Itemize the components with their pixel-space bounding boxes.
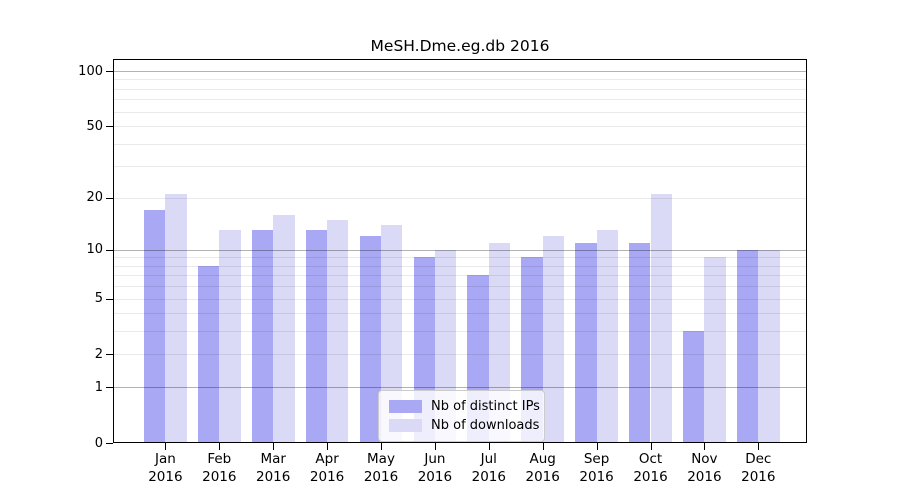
y-tick-mark-0 [106, 443, 113, 444]
gridline-minor-9 [113, 257, 807, 259]
y-tick-mark-100 [106, 71, 113, 73]
y-tick-mark-2 [106, 354, 113, 356]
gridline-minor-50 [113, 126, 807, 128]
y-tick-label-1: 1 [94, 379, 103, 395]
bar-distinct-ips-apr [305, 230, 328, 443]
bar-distinct-ips-mar [251, 230, 274, 443]
bar-distinct-ips-dec [736, 249, 759, 443]
gridline-minor-4 [113, 313, 807, 315]
bar-downloads-aug [542, 236, 565, 443]
legend-item-downloads: Nb of downloads [389, 416, 540, 435]
gridline-minor-70 [113, 99, 807, 101]
bar-distinct-ips-jan [144, 210, 166, 443]
y-tick-label-20: 20 [86, 190, 103, 206]
x-tick-label-feb: Feb 2016 [202, 451, 237, 485]
y-tick-mark-20 [106, 197, 113, 199]
x-tick-label-mar: Mar 2016 [256, 451, 291, 485]
x-tick-label-aug: Aug 2016 [525, 451, 560, 485]
bar-distinct-ips-feb [197, 265, 220, 443]
gridline-minor-40 [113, 143, 807, 145]
y-tick-label-5: 5 [94, 291, 103, 307]
bar-downloads-feb [219, 230, 241, 443]
bar-downloads-may [381, 224, 403, 443]
gridline-minor-60 [113, 111, 807, 113]
x-tick-label-oct: Oct 2016 [633, 451, 668, 485]
legend-swatch-distinct-ips [389, 400, 422, 413]
bar-downloads-apr [327, 219, 349, 443]
legend-swatch-downloads [389, 419, 422, 432]
x-tick-label-jul: Jul 2016 [471, 451, 506, 485]
gridline-minor-30 [113, 166, 807, 168]
bar-distinct-ips-nov [683, 331, 705, 443]
bar-distinct-ips-may [359, 236, 381, 443]
y-tick-mark-1 [106, 387, 113, 389]
bar-downloads-sep [596, 230, 618, 443]
gridline-minor-5 [113, 298, 807, 300]
bar-downloads-nov [704, 257, 726, 443]
legend-item-distinct-ips: Nb of distinct IPs [389, 397, 540, 416]
y-tick-mark-10 [106, 249, 113, 251]
chart-title: MeSH.Dme.eg.db 2016 [370, 37, 550, 55]
x-tick-mark-jan [165, 443, 167, 450]
y-tick-label-10: 10 [86, 242, 103, 258]
bar-downloads-mar [273, 214, 295, 443]
legend: Nb of distinct IPs Nb of downloads [378, 390, 545, 442]
bar-downloads-jan [165, 193, 187, 443]
gridline-minor-8 [113, 265, 807, 267]
gridline-minor-7 [113, 275, 807, 277]
y-tick-label-2: 2 [94, 346, 103, 362]
y-tick-mark-50 [106, 126, 113, 128]
x-tick-mark-jun [434, 443, 436, 450]
bar-downloads-dec [758, 249, 780, 443]
x-tick-label-apr: Apr 2016 [309, 451, 345, 485]
bar-distinct-ips-oct [629, 242, 651, 443]
x-tick-label-dec: Dec 2016 [741, 451, 776, 485]
x-tick-mark-may [381, 443, 382, 450]
y-tick-mark-5 [106, 298, 113, 300]
bar-downloads-oct [650, 193, 672, 443]
x-tick-mark-aug [542, 443, 544, 450]
y-tick-label-50: 50 [86, 118, 103, 134]
gridline-major-10 [113, 249, 807, 251]
x-tick-mark-mar [273, 443, 275, 450]
gridline-minor-6 [113, 286, 807, 288]
x-tick-label-jan: Jan 2016 [148, 451, 183, 485]
plot-area [113, 59, 807, 443]
gridline-minor-3 [113, 331, 807, 333]
legend-label-downloads: Nb of downloads [431, 418, 540, 433]
x-tick-label-nov: Nov 2016 [687, 451, 722, 485]
x-tick-mark-sep [596, 443, 598, 450]
x-tick-mark-nov [704, 443, 706, 450]
x-tick-mark-apr [327, 443, 329, 450]
gridline-minor-80 [113, 88, 807, 90]
x-tick-label-jun: Jun 2016 [417, 451, 453, 485]
gridline-minor-20 [113, 197, 807, 199]
x-tick-mark-oct [650, 443, 652, 450]
y-tick-label-0: 0 [94, 435, 103, 451]
x-tick-mark-feb [219, 443, 221, 450]
legend-label-distinct-ips: Nb of distinct IPs [431, 399, 540, 414]
gridline-major-1 [113, 387, 807, 389]
gridline-major-100 [113, 71, 807, 73]
x-tick-label-sep: Sep 2016 [579, 451, 614, 485]
x-tick-mark-dec [758, 443, 760, 450]
x-tick-mark-jul [488, 443, 490, 450]
y-tick-label-100: 100 [78, 63, 103, 79]
gridline-minor-2 [113, 354, 807, 356]
gridline-minor-90 [113, 79, 807, 81]
bar-distinct-ips-sep [575, 242, 597, 443]
x-tick-label-may: May 2016 [363, 451, 399, 485]
